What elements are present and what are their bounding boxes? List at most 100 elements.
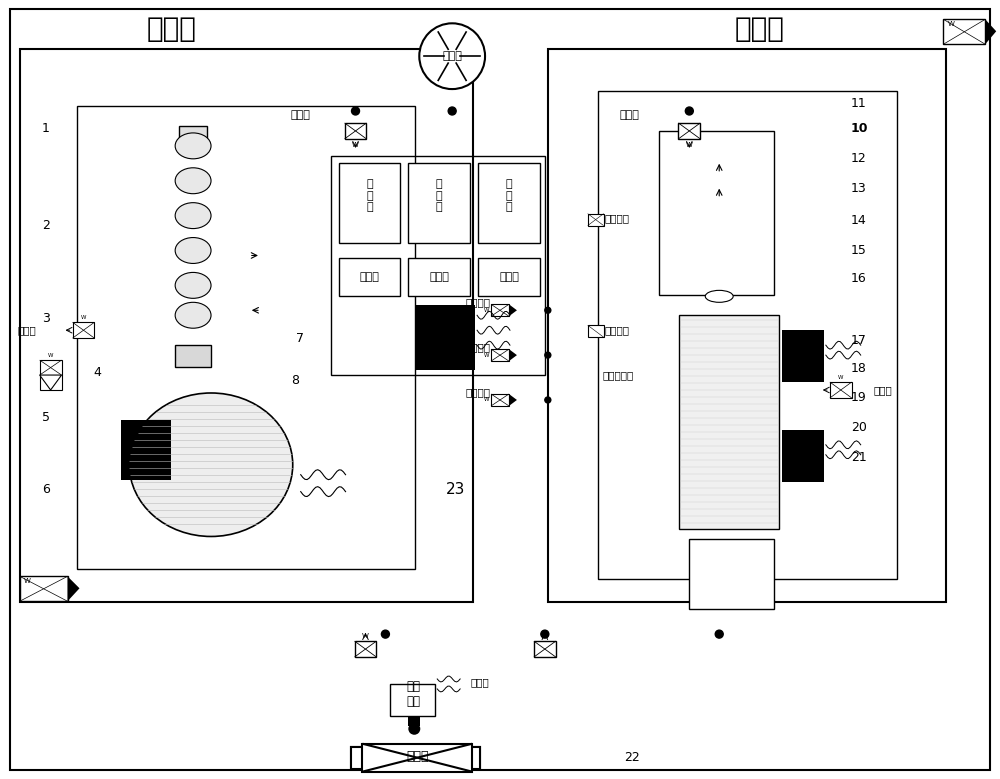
Text: W: W	[541, 633, 548, 639]
Ellipse shape	[129, 393, 293, 537]
Bar	[534, 641, 556, 657]
Text: W: W	[484, 397, 490, 403]
Text: 加液管道: 加液管道	[465, 342, 490, 352]
Ellipse shape	[175, 167, 211, 194]
Text: 抽气口: 抽气口	[291, 110, 311, 120]
Bar	[478, 259, 540, 296]
Text: 8: 8	[291, 374, 299, 386]
Text: 1: 1	[42, 122, 50, 136]
Circle shape	[541, 630, 549, 638]
Text: 23: 23	[445, 482, 465, 497]
Bar	[20, 576, 68, 601]
Text: W: W	[838, 375, 844, 379]
Text: 溶
液
瓶: 溶 液 瓶	[506, 179, 512, 213]
Bar	[415, 305, 475, 370]
Text: W: W	[24, 578, 31, 584]
Text: 加液管道: 加液管道	[465, 298, 490, 307]
Bar	[339, 259, 400, 296]
Text: 加液管道: 加液管道	[465, 387, 490, 397]
Text: 5: 5	[42, 411, 50, 425]
Text: 溶
液
瓶: 溶 液 瓶	[366, 179, 373, 213]
Text: 溶
液
瓶: 溶 液 瓶	[436, 179, 443, 213]
Circle shape	[715, 630, 723, 638]
Bar	[782, 430, 824, 481]
Bar	[362, 744, 472, 772]
Text: 3: 3	[42, 312, 50, 325]
Bar	[588, 325, 604, 337]
Text: W: W	[362, 633, 369, 639]
Text: W: W	[484, 308, 490, 313]
Bar	[175, 345, 211, 367]
Bar	[943, 19, 985, 44]
Circle shape	[352, 107, 360, 115]
Bar	[77, 106, 415, 569]
Bar	[345, 123, 366, 139]
Circle shape	[545, 307, 551, 313]
Bar	[408, 259, 470, 296]
Polygon shape	[509, 349, 517, 361]
Bar	[598, 91, 897, 580]
Circle shape	[448, 107, 456, 115]
Text: W: W	[947, 21, 954, 27]
Bar	[339, 163, 400, 242]
Circle shape	[419, 23, 485, 89]
Bar	[678, 123, 700, 139]
Bar	[689, 540, 774, 609]
Text: 15: 15	[851, 244, 867, 257]
Text: 13: 13	[851, 182, 866, 196]
Bar	[782, 330, 824, 382]
Ellipse shape	[175, 273, 211, 298]
Text: 加液管道: 加液管道	[605, 213, 630, 224]
Text: 4: 4	[93, 365, 101, 379]
Text: 10: 10	[851, 122, 868, 136]
Bar	[179, 126, 207, 144]
Text: 19: 19	[851, 392, 866, 404]
Bar	[679, 315, 779, 530]
Text: 加液管道: 加液管道	[605, 325, 630, 335]
Text: 蠕动泵: 蠕动泵	[429, 273, 449, 283]
Bar	[111, 410, 199, 520]
Circle shape	[381, 630, 389, 638]
Text: 喹啉仓: 喹啉仓	[734, 16, 784, 44]
Bar	[355, 641, 376, 657]
Polygon shape	[68, 576, 80, 601]
Ellipse shape	[175, 203, 211, 228]
Text: 虹吸抽滤管: 虹吸抽滤管	[603, 370, 634, 380]
Text: 真空泵: 真空泵	[442, 51, 462, 62]
Ellipse shape	[175, 238, 211, 263]
Text: 甲苯仓: 甲苯仓	[146, 16, 196, 44]
Polygon shape	[985, 19, 996, 44]
Text: 7: 7	[296, 332, 304, 344]
Bar	[351, 747, 480, 769]
Bar	[491, 349, 509, 361]
Text: 抽气口: 抽气口	[620, 110, 639, 120]
Bar	[351, 747, 480, 769]
Text: 进液口: 进液口	[470, 677, 489, 687]
Text: 22: 22	[625, 751, 640, 764]
Text: 液位
开关: 液位 开关	[406, 680, 420, 708]
Bar	[121, 420, 171, 480]
Text: 21: 21	[851, 451, 866, 464]
Bar	[73, 323, 94, 338]
Text: 20: 20	[851, 421, 867, 435]
Ellipse shape	[705, 291, 733, 302]
Bar	[20, 49, 473, 602]
Ellipse shape	[175, 302, 211, 328]
Bar	[408, 163, 470, 242]
Bar	[408, 716, 420, 726]
Text: 2: 2	[42, 219, 50, 232]
Polygon shape	[509, 305, 517, 316]
Text: 12: 12	[851, 153, 866, 165]
Polygon shape	[509, 394, 517, 406]
Text: 蠕动泵: 蠕动泵	[360, 273, 379, 283]
Text: 蠕动泵: 蠕动泵	[499, 273, 519, 283]
Circle shape	[545, 352, 551, 358]
Text: W: W	[484, 353, 490, 358]
Ellipse shape	[175, 133, 211, 159]
Text: 进气口: 进气口	[874, 385, 892, 395]
Bar	[830, 382, 852, 398]
Bar	[223, 410, 305, 520]
Bar	[491, 394, 509, 406]
Bar	[331, 156, 545, 375]
Text: 6: 6	[42, 483, 50, 496]
